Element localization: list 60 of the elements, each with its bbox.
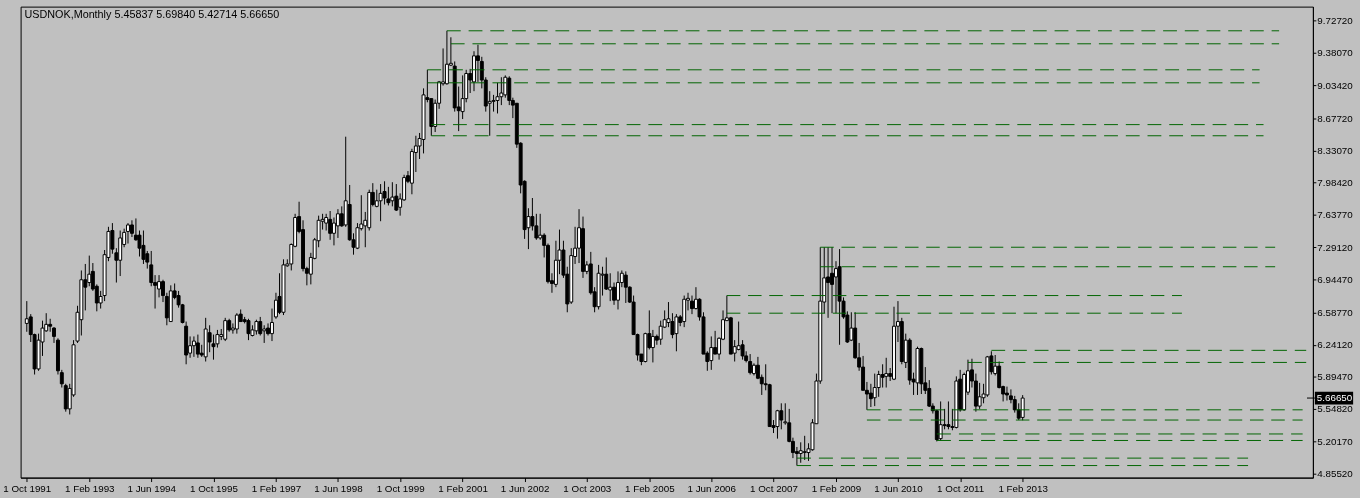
x-tick-label: 1 Feb 2005: [625, 482, 676, 494]
y-tick-label: 7.98420: [1317, 177, 1354, 189]
candlestick: [460, 74, 465, 120]
chart-title: USDNOK,Monthly 5.45837 5.69840 5.42714 5.66650: [24, 8, 280, 21]
y-tick-label: 8.67720: [1317, 112, 1354, 124]
candlestick: [658, 320, 663, 346]
y-tick-label: 5.89470: [1317, 371, 1354, 383]
candlestick: [977, 382, 982, 410]
x-tick-label: 1 Feb 2013: [998, 482, 1049, 494]
x-tick-label: 1 Jun 1998: [314, 482, 364, 494]
candlestick: [682, 295, 687, 328]
x-tick-label: 1 Oct 1991: [3, 482, 52, 494]
y-tick-label: 7.63770: [1317, 209, 1354, 221]
y-tick-label: 6.94470: [1317, 273, 1354, 285]
y-tick-label: 9.72720: [1317, 15, 1354, 27]
candlestick: [390, 181, 395, 207]
candlestick: [328, 210, 333, 241]
candlestick: [690, 295, 694, 315]
y-tick-label: 9.38070: [1317, 47, 1354, 59]
x-tick-label: 1 Oct 2011: [937, 482, 985, 494]
candlestick: [234, 312, 239, 335]
candlestick: [608, 272, 613, 302]
y-tick-label: 5.54820: [1317, 403, 1354, 415]
candlestick: [826, 246, 831, 319]
candlestick: [258, 316, 263, 336]
candlestick: [946, 400, 951, 430]
y-tick-label: 5.20170: [1317, 435, 1354, 447]
x-tick-label: 1 Oct 1995: [189, 482, 239, 494]
x-tick-label: 1 Oct 1999: [376, 482, 425, 494]
x-tick-label: 1 Oct 2007: [750, 482, 798, 494]
candlestick: [709, 335, 714, 371]
y-tick-label: 9.03420: [1317, 79, 1354, 91]
y-tick-label: 6.58770: [1317, 306, 1354, 318]
x-tick-label: 1 Jun 1994: [127, 482, 177, 494]
candlestick: [779, 402, 784, 430]
x-tick-label: 1 Feb 1997: [251, 482, 302, 494]
candlestick: [830, 246, 834, 314]
y-tick-label: 8.33070: [1317, 145, 1354, 156]
candlestick: [650, 329, 655, 363]
x-tick-label: 1 Oct 2003: [563, 482, 612, 494]
y-tick-label: 4.85520: [1317, 467, 1354, 479]
candlestick: [141, 230, 146, 265]
candlestick: [24, 300, 29, 333]
x-tick-label: 1 Feb 1993: [64, 482, 116, 494]
candlestick: [63, 383, 68, 413]
x-tick-label: 1 Feb 2009: [811, 482, 862, 494]
x-tick-label: 1 Feb 2001: [438, 482, 488, 494]
y-tick-label: 7.29120: [1317, 241, 1354, 253]
candlestick: [616, 270, 620, 310]
candlestick: [191, 335, 196, 358]
ref-line-label: 5.66650: [1316, 392, 1353, 404]
y-tick-label: 6.24120: [1317, 339, 1354, 351]
candlestick: [195, 334, 200, 359]
candlestick: [872, 373, 877, 407]
candlestick: [444, 30, 449, 86]
x-tick-label: 1 Jun 2010: [874, 482, 924, 494]
x-tick-label: 1 Jun 2002: [500, 482, 550, 494]
candlestick: [126, 222, 130, 245]
x-tick-label: 1 Jun 2006: [687, 482, 737, 494]
candlestick: [394, 183, 399, 212]
